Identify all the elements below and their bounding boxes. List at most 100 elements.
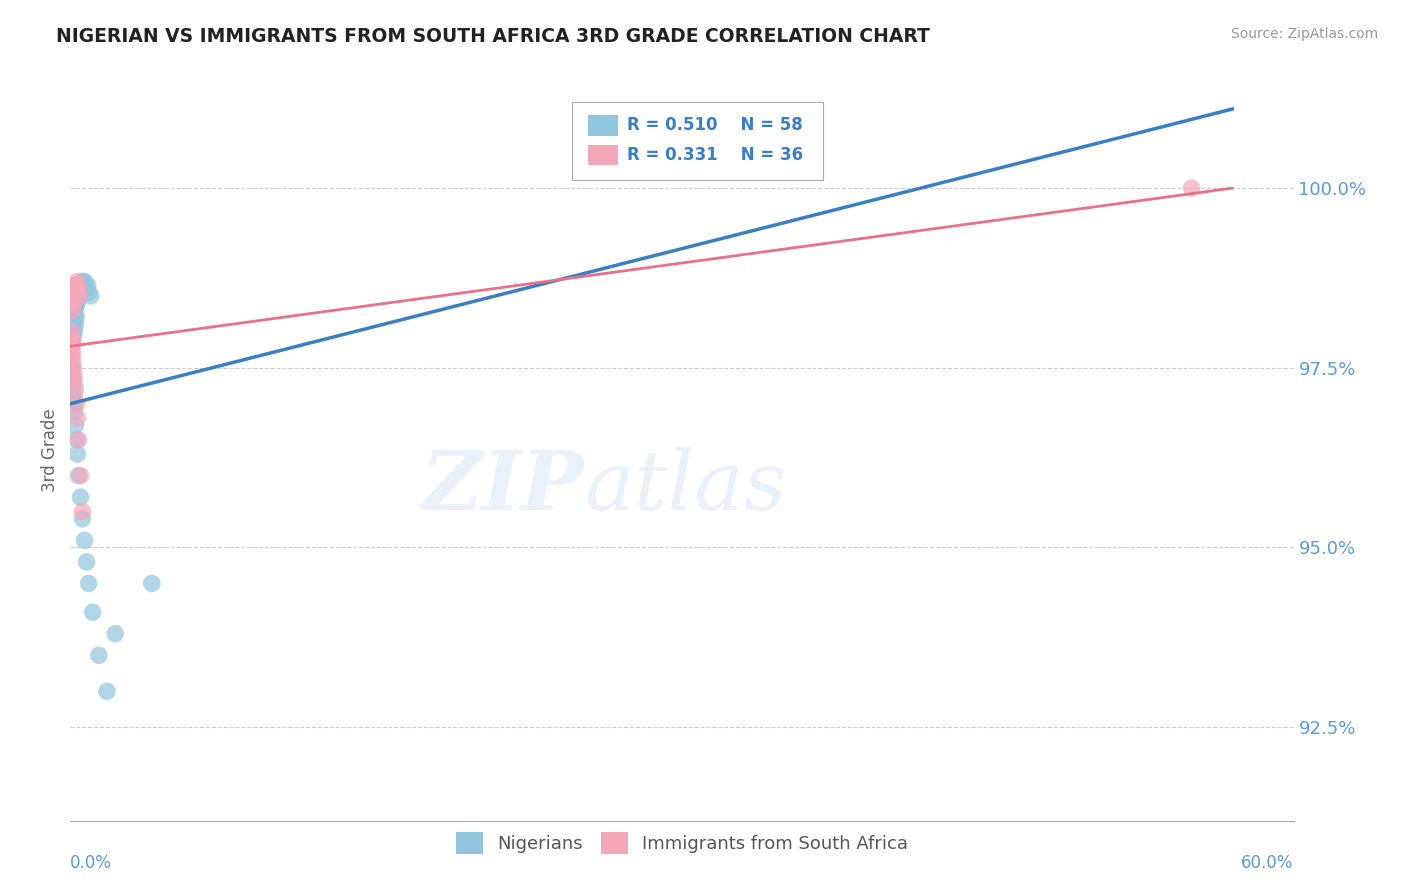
Point [67, 289, 90, 303]
Point [60, 360, 83, 375]
Point [72, 275, 94, 289]
Point [62, 360, 84, 375]
Point [69, 468, 91, 483]
Point [65, 418, 87, 433]
Point [65, 318, 87, 332]
Point [66, 411, 89, 425]
Point [67, 468, 90, 483]
Legend: Nigerians, Immigrants from South Africa: Nigerians, Immigrants from South Africa [447, 823, 917, 863]
Point [65, 285, 87, 300]
Bar [588, 145, 619, 165]
Point [76, 555, 98, 569]
Point [66, 289, 89, 303]
Point [65, 310, 87, 325]
Point [63, 368, 86, 382]
Point [66, 296, 89, 310]
Point [63, 293, 86, 307]
Point [60, 368, 83, 382]
Text: Source: ZipAtlas.com: Source: ZipAtlas.com [1230, 27, 1378, 41]
Point [65, 289, 87, 303]
Point [62, 282, 84, 296]
Point [60, 360, 83, 375]
Text: NIGERIAN VS IMMIGRANTS FROM SOUTH AFRICA 3RD GRADE CORRELATION CHART: NIGERIAN VS IMMIGRANTS FROM SOUTH AFRICA… [56, 27, 931, 45]
Point [87, 648, 110, 663]
FancyBboxPatch shape [572, 103, 823, 180]
Point [66, 275, 89, 289]
Point [60, 346, 83, 360]
Point [69, 289, 91, 303]
Point [69, 282, 91, 296]
Point [141, 576, 163, 591]
Text: ZIP: ZIP [422, 448, 583, 527]
Point [67, 285, 90, 300]
Point [77, 285, 100, 300]
Point [63, 307, 86, 321]
Text: 60.0%: 60.0% [1241, 854, 1294, 872]
Point [65, 433, 87, 447]
Point [65, 282, 87, 296]
Point [62, 335, 84, 350]
Point [72, 512, 94, 526]
Point [79, 289, 103, 303]
Point [60, 332, 83, 346]
Point [72, 278, 94, 293]
Bar [588, 115, 619, 136]
Point [66, 447, 89, 461]
Point [60, 325, 83, 339]
Point [67, 282, 90, 296]
Point [63, 404, 86, 418]
Point [60, 303, 83, 318]
Point [96, 684, 118, 698]
Point [65, 383, 87, 397]
Point [77, 576, 100, 591]
Point [62, 314, 84, 328]
Point [65, 278, 87, 293]
Point [67, 293, 90, 307]
Point [67, 282, 90, 296]
Point [1181, 181, 1204, 195]
Point [76, 278, 98, 293]
Point [62, 328, 84, 343]
Point [60, 339, 83, 353]
Y-axis label: 3rd Grade: 3rd Grade [41, 409, 59, 492]
Point [63, 282, 86, 296]
Point [65, 296, 87, 310]
Point [72, 504, 94, 518]
Point [63, 318, 86, 332]
Point [69, 490, 91, 504]
Point [60, 321, 83, 335]
Point [60, 318, 83, 332]
Text: atlas: atlas [583, 448, 786, 527]
Point [59, 346, 82, 360]
Point [60, 343, 83, 357]
Point [63, 278, 86, 293]
Point [60, 285, 83, 300]
Point [67, 433, 90, 447]
Point [60, 296, 83, 310]
Point [70, 278, 93, 293]
Point [73, 533, 96, 548]
Point [104, 626, 127, 640]
Point [76, 282, 98, 296]
Point [63, 397, 86, 411]
Point [62, 353, 84, 368]
Point [63, 325, 86, 339]
Point [62, 310, 84, 325]
Point [62, 375, 84, 389]
Point [62, 383, 84, 397]
Point [63, 289, 86, 303]
Point [62, 289, 84, 303]
Point [65, 300, 87, 314]
Point [67, 285, 90, 300]
Text: R = 0.331    N = 36: R = 0.331 N = 36 [627, 146, 803, 164]
Text: R = 0.510    N = 58: R = 0.510 N = 58 [627, 117, 803, 135]
Point [82, 605, 104, 619]
Point [62, 296, 84, 310]
Point [66, 278, 89, 293]
Point [73, 275, 96, 289]
Point [69, 282, 91, 296]
Point [65, 397, 87, 411]
Point [63, 390, 86, 404]
Point [60, 332, 83, 346]
Point [69, 285, 91, 300]
